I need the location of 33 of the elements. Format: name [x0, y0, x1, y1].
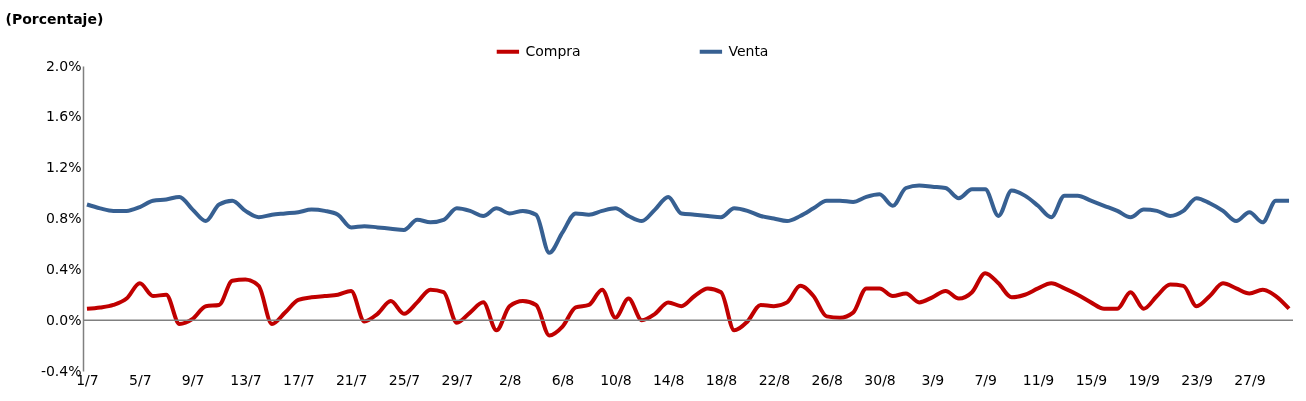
x-tick-label: 13/7: [230, 371, 262, 388]
x-tick-label: 6/8: [551, 371, 575, 388]
x-tick-label: 7/9: [974, 371, 997, 388]
x-tick-label: 27/9: [1234, 371, 1266, 388]
line-series: [84, 183, 1292, 255]
x-tick-label: 30/8: [864, 371, 896, 388]
x-tick-label: 11/9: [1022, 371, 1055, 388]
x-tick-label: 29/7: [441, 371, 474, 388]
line-series: [84, 271, 1292, 338]
x-tick-label: 22/8: [758, 371, 791, 388]
legend-label: Compra: [525, 42, 581, 59]
y-axis-title: (Porcentaje): [5, 10, 104, 27]
y-tick-label: 1.2%: [45, 159, 82, 176]
x-tick-label: 10/8: [600, 371, 632, 388]
x-tick-label: 19/9: [1128, 371, 1160, 388]
y-tick-label: 1.6%: [45, 108, 82, 125]
x-tick-label: 26/8: [811, 371, 843, 388]
x-tick-label: 5/7: [129, 371, 152, 388]
x-tick-label: 23/9: [1181, 371, 1213, 388]
y-tick-label: 0.8%: [45, 210, 82, 226]
legend-label: Venta: [728, 42, 769, 59]
x-tick-label: 25/7: [388, 371, 421, 388]
y-tick-label: 0.0%: [45, 311, 82, 328]
y-tick-label: 0.4%: [45, 260, 82, 277]
x-tick-label: 18/8: [705, 371, 738, 388]
x-tick-label: 3/9: [921, 371, 945, 388]
x-tick-label: 9/7: [181, 371, 205, 388]
x-tick-label: 17/7: [283, 371, 315, 388]
x-tick-label: 21/7: [335, 371, 368, 388]
y-tick-label: 2.0%: [45, 57, 82, 74]
x-tick-label: 2/8: [498, 371, 522, 388]
x-tick-label: 14/8: [652, 371, 685, 388]
x-tick-label: 15/9: [1075, 371, 1108, 388]
